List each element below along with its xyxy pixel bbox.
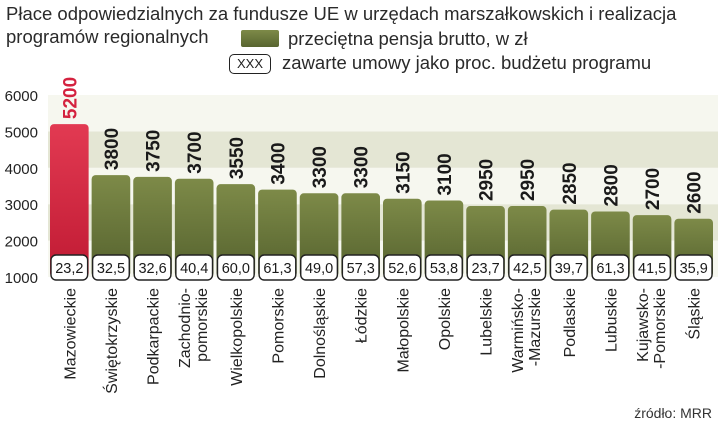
percent-box <box>466 254 505 281</box>
y-tick-label: 6000 <box>5 88 38 105</box>
bar <box>133 176 172 277</box>
category-label: Świętokrzyskie <box>102 288 121 394</box>
percent-box <box>591 254 630 281</box>
bar <box>50 124 89 278</box>
bar-value-label: 2600 <box>685 171 706 213</box>
bar-value-label: 3300 <box>352 146 373 188</box>
grid-band <box>48 131 718 168</box>
percent-label: 61,3 <box>263 261 291 277</box>
percent-box <box>133 254 172 281</box>
bar-value-label: 2700 <box>643 168 664 210</box>
bar <box>216 184 256 277</box>
bar-value-label: 3300 <box>310 146 331 188</box>
legend-box-label: zawarte umowy jako proc. budżetu program… <box>282 52 652 73</box>
category-label: Podlaskie <box>562 288 579 357</box>
bar-value-label: 2850 <box>560 162 581 204</box>
percent-label: 53,8 <box>430 261 458 277</box>
percent-box <box>383 254 422 281</box>
percent-box <box>549 254 588 281</box>
bar-value-label: 3800 <box>102 128 123 170</box>
bar-value-label: 2800 <box>601 164 622 206</box>
y-tick-label: 4000 <box>5 161 38 178</box>
bar-value-label: 3700 <box>185 131 206 173</box>
percent-box <box>674 254 713 281</box>
category-label: Wielkopolskie <box>229 288 246 386</box>
category-label: Łódzkie <box>354 288 371 343</box>
bar-value-label: 2950 <box>518 159 539 201</box>
percent-box <box>216 254 255 281</box>
legend-box-swatch: XXX <box>229 54 271 74</box>
bar-value-label: 5200 <box>60 77 81 119</box>
category-label: Zachodnio-pomorskie <box>177 288 211 368</box>
percent-box <box>633 254 672 281</box>
percent-label: 23,2 <box>55 261 83 277</box>
percent-label: 35,9 <box>680 261 708 277</box>
percent-label: 32,5 <box>97 261 125 277</box>
percent-label: 57,3 <box>347 261 375 277</box>
category-label: Dolnośląskie <box>312 288 329 379</box>
percent-label: 40,4 <box>180 261 208 277</box>
percent-box <box>175 254 214 281</box>
bar <box>174 178 214 277</box>
bar-value-label: 3750 <box>144 130 165 172</box>
bar-value-label: 3150 <box>393 151 414 193</box>
legend-bar-label: przeciętna pensja brutto, w zł <box>288 28 528 49</box>
category-label: Małopolskie <box>395 288 412 373</box>
category-label: Pomorskie <box>270 288 287 364</box>
chart-title: Płace odpowiedzialnych za fundusze UE w … <box>6 3 677 47</box>
legend-bar-swatch <box>241 30 279 47</box>
category-label: Podkarpackie <box>146 288 163 385</box>
percent-label: 23,7 <box>471 261 499 277</box>
grid-band <box>48 95 718 132</box>
bar-value-label: 2950 <box>477 159 498 201</box>
percent-box <box>341 254 380 281</box>
category-label: Lubelskie <box>479 288 496 356</box>
percent-box <box>91 254 130 281</box>
y-tick-label: 5000 <box>5 124 38 141</box>
percent-box <box>50 254 89 281</box>
percent-label: 32,6 <box>138 261 166 277</box>
bar-value-label: 3550 <box>227 137 248 179</box>
percent-box <box>424 254 463 281</box>
bar-value-label: 3400 <box>268 142 289 184</box>
percent-label: 41,5 <box>638 261 666 277</box>
y-tick-label: 1000 <box>5 270 38 287</box>
bar-value-label: 3100 <box>435 153 456 195</box>
category-label: Kujawsko--Pomorskie <box>635 288 669 369</box>
percent-label: 39,7 <box>555 261 583 277</box>
category-label: Śląskie <box>685 288 704 340</box>
y-tick-label: 3000 <box>5 197 38 214</box>
percent-label: 49,0 <box>305 261 333 277</box>
percent-label: 61,3 <box>596 261 624 277</box>
category-label: Lubuskie <box>603 288 620 352</box>
percent-box <box>300 254 339 281</box>
y-tick-label: 2000 <box>5 234 38 251</box>
percent-label: 52,6 <box>388 261 416 277</box>
percent-label: 60,0 <box>222 261 250 277</box>
source-note: źródło: MRR <box>634 405 712 421</box>
category-label: Warmińsko--Mazurskie <box>510 288 544 373</box>
percent-label: 42,5 <box>513 261 541 277</box>
percent-box <box>258 254 297 281</box>
category-label: Opolskie <box>437 288 454 350</box>
category-label: Mazowieckie <box>62 288 79 380</box>
percent-box <box>508 254 547 281</box>
bar <box>91 175 131 277</box>
